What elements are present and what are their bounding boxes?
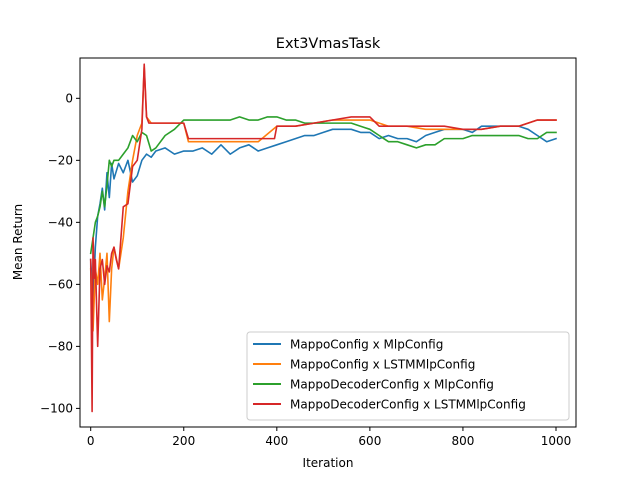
legend-label: MappoDecoderConfig x MlpConfig [290,378,494,392]
x-tick-label: 800 [451,434,474,448]
x-tick-label: 400 [265,434,288,448]
x-tick-label: 0 [87,434,95,448]
y-tick-label: −60 [48,277,73,291]
y-tick-label: −20 [48,153,73,167]
legend: MappoConfig x MlpConfig MappoConfig x LST… [246,331,570,421]
legend-label: MappoConfig x MlpConfig [290,338,443,352]
y-tick-label: 0 [65,91,73,105]
series-line-3 [89,116,557,255]
plot-frame [79,57,577,428]
x-tick-label: 600 [358,434,381,448]
x-tick-label: 200 [172,434,195,448]
legend-box [246,331,570,421]
legend-entries: MappoConfig x MlpConfig MappoConfig x LST… [253,338,526,412]
legend-label: MappoConfig x LSTMMlpConfig [290,358,475,372]
x-axis-ticks: 0 200 400 600 800 1000 [87,427,571,448]
y-tick-label: −80 [48,339,73,353]
x-tick-label: 1000 [541,434,572,448]
y-tick-label: −40 [48,215,73,229]
legend-label: MappoDecoderConfig x LSTMMlpConfig [290,398,526,412]
y-axis-ticks: −100 −80 −60 −40 −20 0 [40,91,80,415]
y-tick-label: −100 [40,401,73,415]
series-layer [89,63,558,413]
x-axis-title: Iteration [303,456,354,470]
series-line-4 [89,63,557,413]
chart-title: Ext3VmasTask [276,36,381,52]
y-axis-title: Mean Return [11,204,25,280]
